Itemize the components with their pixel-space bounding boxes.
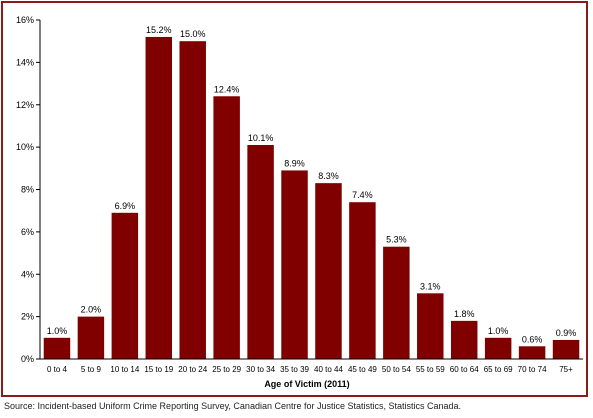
bar (349, 202, 376, 359)
data-label: 1.0% (47, 326, 68, 336)
y-tick-label: 8% (21, 185, 34, 195)
y-tick-label: 6% (21, 227, 34, 237)
bar (111, 212, 139, 359)
data-label: 10.1% (248, 133, 274, 143)
data-label: 12.4% (214, 84, 240, 94)
x-tick-label: 70 to 74 (518, 365, 547, 374)
data-label: 8.3% (318, 171, 339, 181)
data-label: 2.0% (81, 305, 102, 315)
x-tick-label: 20 to 24 (178, 365, 207, 374)
y-tick-label: 2% (21, 312, 34, 322)
x-tick-label: 45 to 49 (348, 365, 377, 374)
bar (213, 96, 240, 360)
bar (518, 346, 546, 359)
bar (450, 320, 478, 359)
y-axis: 0% 2% 4% 6% 8% 10% 12% 14% 16% (16, 15, 41, 364)
bar (315, 183, 342, 359)
y-tick-label: 14% (16, 57, 34, 67)
bar (417, 293, 444, 359)
data-label: 5.3% (386, 235, 407, 245)
x-tick-label: 15 to 19 (144, 365, 173, 374)
y-tick-label: 10% (16, 142, 34, 152)
data-label: 6.9% (115, 201, 136, 211)
x-tick-label: 60 to 64 (450, 365, 479, 374)
x-tick-label: 55 to 59 (416, 365, 445, 374)
data-label: 0.6% (522, 334, 543, 344)
bar (383, 246, 410, 359)
x-tick-label: 40 to 44 (314, 365, 343, 374)
source-note: Source: Incident-based Uniform Crime Rep… (4, 401, 462, 411)
x-tick-label: 0 to 4 (47, 365, 68, 374)
y-tick-label: 16% (16, 15, 34, 25)
x-axis-title: Age of Victim (2011) (264, 379, 349, 389)
x-tick-label: 10 to 14 (110, 365, 139, 374)
bar (281, 170, 308, 359)
y-tick-label: 4% (21, 269, 34, 279)
bar (179, 41, 206, 359)
x-tick-label: 25 to 29 (212, 365, 241, 374)
x-tick-label: 35 to 39 (280, 365, 309, 374)
y-tick-label: 12% (16, 100, 34, 110)
x-axis: 0 to 4 5 to 9 10 to 14 15 to 19 20 to 24 25 t… (40, 358, 583, 374)
bar (484, 337, 512, 359)
data-label: 15.2% (146, 25, 172, 35)
x-tick-label: 65 to 69 (484, 365, 513, 374)
data-label: 0.9% (556, 328, 577, 338)
x-tick-label: 75+ (559, 365, 573, 374)
data-label: 7.4% (352, 190, 373, 200)
bar (77, 316, 105, 359)
bar (552, 339, 580, 359)
bar (43, 337, 71, 359)
bar (145, 36, 173, 359)
bars: 1.0% 2.0% 6.9% 15.2% 15.0% 12.4% 10.1% 8.9% 8.3%… (43, 25, 580, 360)
x-tick-label: 50 to 54 (382, 365, 411, 374)
data-label: 8.9% (284, 158, 305, 168)
data-label: 1.8% (454, 309, 475, 319)
data-label: 1.0% (488, 326, 509, 336)
bar (247, 145, 274, 359)
y-tick-label: 0% (21, 354, 34, 364)
x-tick-label: 5 to 9 (81, 365, 102, 374)
x-tick-label: 30 to 34 (246, 365, 275, 374)
data-label: 15.0% (180, 29, 206, 39)
bar-chart: 0% 2% 4% 6% 8% 10% 12% 14% 16% 1.0% 2.0% 6.9% 15.2%… (16, 15, 583, 389)
data-label: 3.1% (420, 281, 441, 291)
